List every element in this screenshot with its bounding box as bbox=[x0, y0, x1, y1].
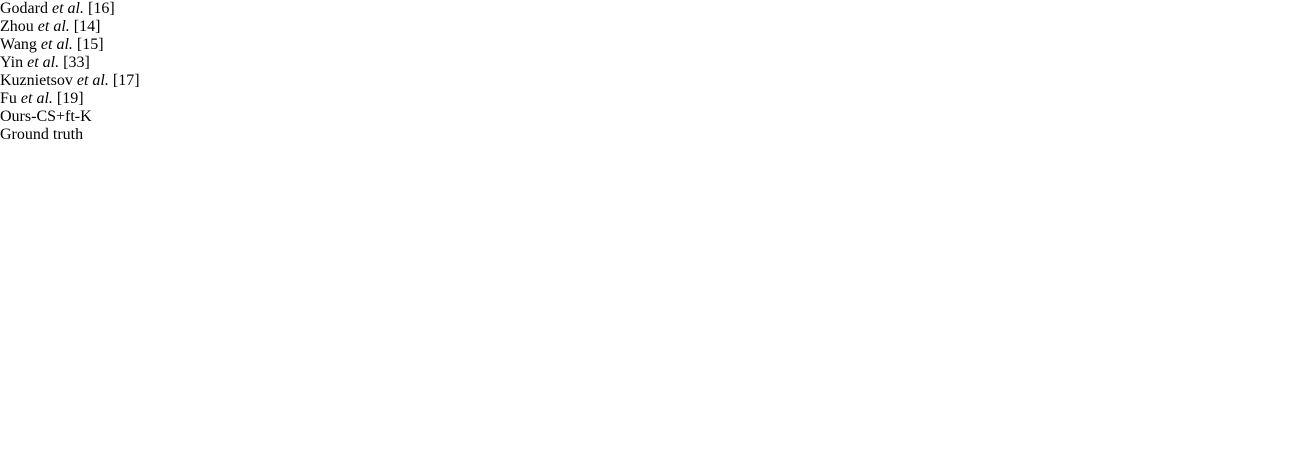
caption-em: et al. bbox=[21, 90, 53, 107]
caption-em: et al. bbox=[41, 36, 73, 53]
caption-pre: Kuznietsov bbox=[0, 72, 73, 89]
caption-pre: Zhou bbox=[0, 18, 34, 35]
caption-pre: Yin bbox=[0, 54, 23, 71]
caption-pre: Fu bbox=[0, 90, 17, 107]
caption-em: et al. bbox=[38, 18, 70, 35]
caption-text: Ours-CS+ft-K bbox=[0, 108, 92, 125]
caption-text: Ground truth bbox=[0, 126, 83, 143]
caption: Fu et al. [19] bbox=[0, 90, 1294, 108]
caption: Godard et al. [16] bbox=[0, 0, 1294, 18]
caption-pre: Wang bbox=[0, 36, 37, 53]
caption-post: [33] bbox=[63, 54, 90, 71]
caption: Kuznietsov et al. [17] bbox=[0, 72, 1294, 90]
caption-post: [17] bbox=[113, 72, 140, 89]
caption-post: [15] bbox=[77, 36, 104, 53]
caption: Ours-CS+ft-K bbox=[0, 108, 1294, 126]
caption-post: [16] bbox=[88, 0, 115, 17]
caption: Ground truth bbox=[0, 126, 1294, 144]
caption-em: et al. bbox=[52, 0, 84, 17]
caption-post: [19] bbox=[57, 90, 84, 107]
caption-pre: Godard bbox=[0, 0, 48, 17]
caption-em: et al. bbox=[77, 72, 109, 89]
caption: Zhou et al. [14] bbox=[0, 18, 1294, 36]
figure: Godard et al. [16]Zhou et al. [14]Wang e… bbox=[0, 0, 1294, 470]
caption-post: [14] bbox=[74, 18, 101, 35]
caption: Yin et al. [33] bbox=[0, 54, 1294, 72]
caption: Wang et al. [15] bbox=[0, 36, 1294, 54]
caption-em: et al. bbox=[27, 54, 59, 71]
